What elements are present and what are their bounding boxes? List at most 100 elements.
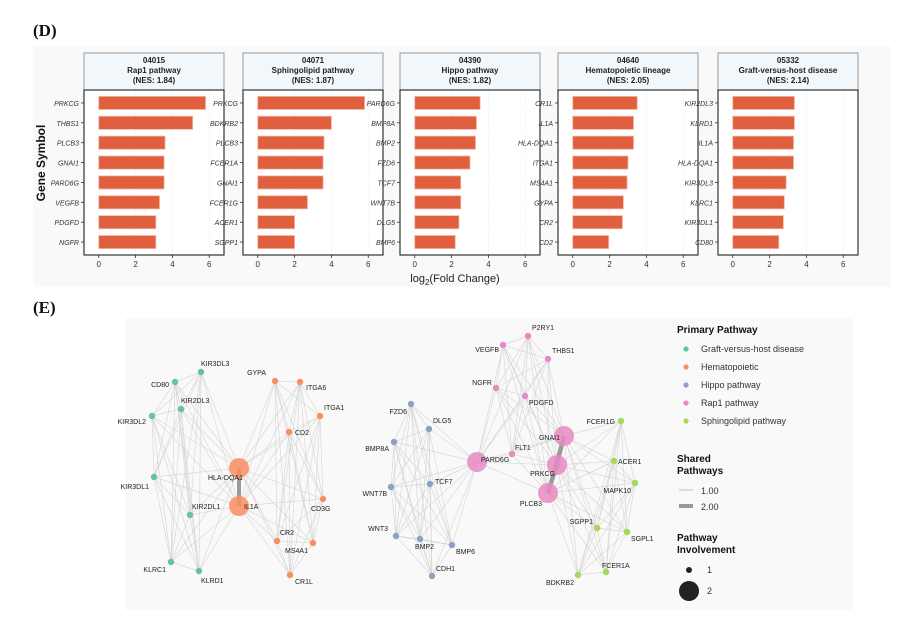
edge-pard6g-vegfb (476, 344, 504, 463)
edge-itga1-cr1l (289, 415, 321, 576)
node-circle (229, 458, 249, 478)
facet-name: Sphingolipid pathway (272, 66, 355, 75)
bar-pard6g (414, 95, 481, 110)
node-cr1l: CR1L (286, 571, 313, 586)
node-fcer1a: FCER1A (602, 563, 630, 576)
edge-tcf7-bmp2 (419, 483, 431, 540)
edge-dlg5-bmp2 (419, 428, 430, 540)
x-tick-label: 4 (486, 260, 491, 269)
y-tick-label: BMP6 (376, 240, 395, 247)
edge-pdgfd-flt1 (511, 395, 526, 455)
node-fzd6: FZD6 (390, 400, 415, 416)
facet-nes: (NES: 2.14) (767, 76, 810, 85)
node-hla-dqa1: HLA-DQA1 (208, 458, 249, 482)
node-circle (492, 384, 500, 392)
bar-bmp2 (414, 135, 476, 150)
edge-acer1-sgpl1 (613, 460, 628, 533)
bar-bdkrb2 (257, 115, 332, 130)
node-label: SGPP1 (570, 519, 593, 526)
node-label: KLRC1 (143, 567, 166, 574)
edge-fcer1g-mapk10 (620, 420, 636, 484)
node-label: CD2 (295, 430, 309, 437)
node-dlg5: DLG5 (425, 418, 451, 433)
edge-gnai1-fcer1a (563, 435, 607, 573)
edge-prkcg-sgpp1 (556, 464, 598, 529)
bar-acer1 (257, 215, 295, 230)
edge-p2ry1-prkcg (527, 335, 558, 466)
edge-kir3dl1-klrd1 (153, 476, 200, 572)
edge-gnai1-sgpp1 (563, 435, 598, 529)
bar-klrc1 (732, 195, 785, 210)
edge-kir2dl3-il1a (180, 408, 240, 507)
node-label: THBS1 (552, 348, 575, 355)
bar-gnai1 (98, 155, 165, 170)
legend-shared-title-1: Shared (677, 454, 711, 465)
edge-plcb3-sgpp1 (547, 492, 598, 529)
edge-fcer1g-sgpl1 (620, 420, 628, 533)
edge-prkcg-sgpl1 (556, 464, 628, 533)
y-tick-label: PLCB3 (57, 141, 79, 148)
node-label: WNT7B (363, 491, 388, 498)
legend-shared-title-2: Pathways (677, 466, 724, 477)
edge-kir2dl3-kir3dl2 (151, 408, 182, 417)
node-cd3g: CD3G (311, 495, 330, 513)
edge-bmp8a-cdh1 (393, 441, 433, 577)
bar-itga1 (572, 155, 629, 170)
bar-fcer1g (257, 195, 308, 210)
node-itga6: ITGA6 (296, 378, 326, 392)
edge-pdgfd-plcb3 (524, 395, 549, 494)
edge-kir2dl1-klrc1 (170, 514, 191, 563)
edge-itga6-itga1 (299, 381, 321, 417)
y-tick-label: KIR2DL3 (685, 101, 714, 108)
node-label: BMP2 (415, 544, 434, 551)
edge-p2ry1-flt1 (511, 335, 529, 455)
edge-bmp8a-bmp6 (393, 441, 453, 546)
legend-involvement-value-2: 2 (707, 586, 712, 596)
bar-fzd6 (414, 155, 471, 170)
edge-pard6g-plcb3 (476, 461, 549, 494)
node-label: MAPK10 (603, 488, 631, 495)
y-tick-label: WNT7B (371, 200, 396, 207)
edge-bmp2-bmp6 (419, 538, 453, 546)
y-tick-label: NGFR (59, 240, 79, 247)
node-circle (426, 480, 434, 488)
node-circle (319, 495, 327, 503)
edge-gnai1-bdkrb2 (563, 435, 579, 576)
edge-pard6g-ngfr (476, 387, 497, 463)
legend-item-hippo-pathway: Hippo pathway (683, 380, 761, 390)
y-tick-label: ITGA1 (533, 161, 553, 168)
bar-sgpp1 (257, 235, 295, 250)
edge-itga6-cr1l (289, 381, 301, 576)
edge-gnai1-sgpl1 (563, 435, 628, 533)
edge-fzd6-wnt3 (395, 403, 412, 537)
node-fcer1g: FCER1G (587, 417, 625, 426)
edge-bmp2-pard6g (419, 461, 478, 540)
edge-pdgfd-prkcg (524, 395, 558, 466)
edge-wnt7b-bmp2 (390, 486, 421, 540)
edge-sgpp1-fcer1a (596, 527, 607, 573)
facet-name: Hippo pathway (442, 66, 499, 75)
edge-kir3dl3-kir2dl1 (189, 371, 202, 516)
y-tick-label: PRKCG (213, 101, 238, 108)
edge-itga6-cd2 (288, 381, 301, 433)
bar-dlg5 (414, 215, 460, 230)
edge-prkcg-fcer1g (556, 420, 622, 466)
node-klrc1: KLRC1 (143, 558, 175, 574)
facet-nes: (NES: 2.05) (607, 76, 650, 85)
edge-cd3g-ms4a1 (312, 498, 324, 544)
edge-cd80-kir3dl3 (174, 371, 202, 383)
y-tick-label: PARD6G (367, 101, 396, 108)
edge-fcer1g-bdkrb2 (577, 420, 622, 576)
bar-kir3dl1 (732, 215, 784, 230)
node-flt1: FLT1 (508, 445, 531, 458)
legend-item-rap1-pathway: Rap1 pathway (683, 398, 759, 408)
node-label: FCER1A (602, 563, 630, 570)
node-circle (286, 571, 294, 579)
node-vegfb: VEGFB (475, 341, 507, 354)
edge-cd80-kir3dl2 (151, 381, 176, 417)
edge-itga6-cr2 (276, 381, 301, 542)
edge-kir3dl2-klrc1 (151, 415, 172, 563)
edge-plcb3-acer1 (547, 460, 615, 494)
edge-kir3dl1-hla-dqa1 (153, 467, 240, 478)
